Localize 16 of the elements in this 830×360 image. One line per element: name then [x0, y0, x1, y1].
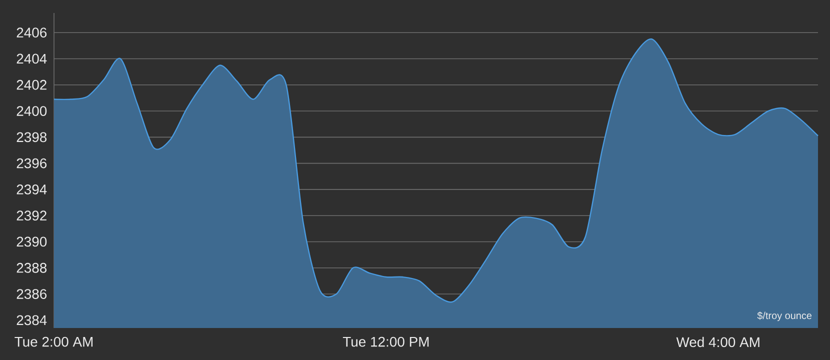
y-tick-label: 2404 [16, 54, 47, 64]
y-tick-label: 2390 [16, 236, 47, 247]
y-tick-label: 2384 [16, 315, 47, 326]
x-tick-label: Wed 4:00 AM [676, 336, 760, 348]
y-tick-label: 2398 [16, 132, 47, 142]
y-tick-label: 2388 [16, 262, 47, 273]
annotation: $/troy ounce [757, 312, 812, 322]
y-tick-label: 2394 [16, 184, 47, 194]
y-tick-label: 2406 [16, 28, 47, 38]
y-tick-label: 2396 [16, 158, 47, 168]
x-tick-label: Tue 12:00 PM [342, 336, 429, 347]
y-tick-label: 2386 [16, 289, 47, 299]
y-tick-label: 2402 [16, 80, 46, 90]
y-tick-label: 2392 [16, 210, 46, 221]
y-tick-label: 2400 [16, 106, 47, 116]
x-tick-label: Tue 2:00 AM [14, 336, 93, 347]
